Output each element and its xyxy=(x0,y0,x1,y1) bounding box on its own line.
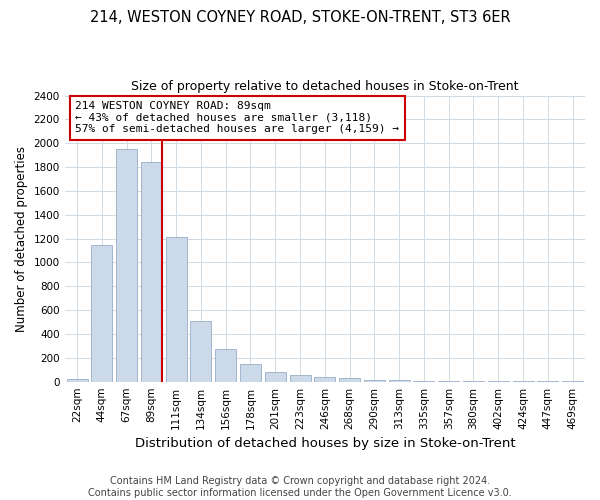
Bar xyxy=(413,381,434,382)
Text: Contains HM Land Registry data © Crown copyright and database right 2024.
Contai: Contains HM Land Registry data © Crown c… xyxy=(88,476,512,498)
Y-axis label: Number of detached properties: Number of detached properties xyxy=(15,146,28,332)
Text: 214 WESTON COYNEY ROAD: 89sqm
← 43% of detached houses are smaller (3,118)
57% o: 214 WESTON COYNEY ROAD: 89sqm ← 43% of d… xyxy=(75,102,399,134)
Bar xyxy=(91,244,112,382)
Bar xyxy=(364,380,385,382)
Bar xyxy=(141,162,162,382)
Bar xyxy=(215,350,236,382)
Bar xyxy=(339,378,360,382)
Title: Size of property relative to detached houses in Stoke-on-Trent: Size of property relative to detached ho… xyxy=(131,80,518,93)
Bar xyxy=(166,238,187,382)
Text: 214, WESTON COYNEY ROAD, STOKE-ON-TRENT, ST3 6ER: 214, WESTON COYNEY ROAD, STOKE-ON-TRENT,… xyxy=(89,10,511,25)
Bar xyxy=(240,364,261,382)
Bar xyxy=(290,375,311,382)
X-axis label: Distribution of detached houses by size in Stoke-on-Trent: Distribution of detached houses by size … xyxy=(134,437,515,450)
Bar xyxy=(67,378,88,382)
Bar xyxy=(314,377,335,382)
Bar xyxy=(389,380,410,382)
Bar xyxy=(438,381,459,382)
Bar xyxy=(265,372,286,382)
Bar xyxy=(190,321,211,382)
Bar xyxy=(116,149,137,382)
